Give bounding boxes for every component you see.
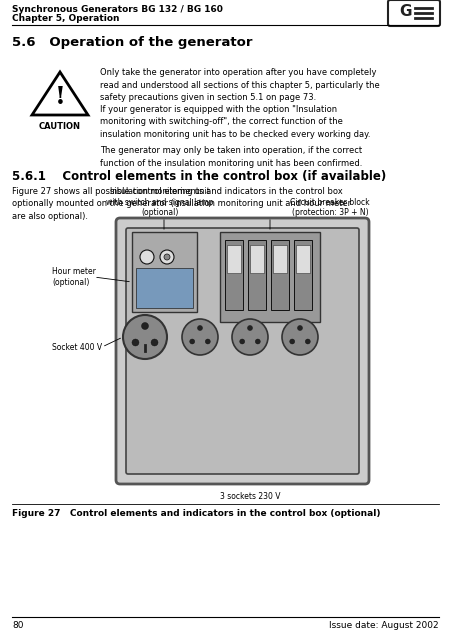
Circle shape	[142, 323, 148, 330]
Bar	[296, 245, 310, 273]
Text: Synchronous Generators BG 132 / BG 160: Synchronous Generators BG 132 / BG 160	[12, 5, 223, 14]
Text: The generator may only be taken into operation, if the correct
function of the i: The generator may only be taken into ope…	[100, 146, 362, 168]
Text: CAUTION: CAUTION	[39, 122, 81, 131]
Circle shape	[140, 250, 154, 264]
Circle shape	[160, 250, 174, 264]
Text: Hour meter
(optional): Hour meter (optional)	[52, 268, 96, 287]
Text: Figure 27 shows all possible control elements and indicators in the control box
: Figure 27 shows all possible control ele…	[12, 187, 351, 221]
FancyBboxPatch shape	[116, 218, 369, 484]
Text: 80: 80	[12, 621, 23, 630]
Bar	[132, 232, 197, 312]
Circle shape	[151, 339, 158, 346]
Circle shape	[290, 339, 295, 344]
Text: 3 sockets 230 V: 3 sockets 230 V	[220, 492, 280, 501]
Text: Issue date: August 2002: Issue date: August 2002	[329, 621, 439, 630]
FancyBboxPatch shape	[126, 228, 359, 474]
Circle shape	[298, 326, 303, 330]
Circle shape	[123, 315, 167, 359]
Text: Insulation monitoring unit
with switch and signal lamp
(optional): Insulation monitoring unit with switch a…	[106, 187, 214, 217]
Circle shape	[190, 339, 195, 344]
Circle shape	[232, 319, 268, 355]
Circle shape	[305, 339, 310, 344]
Bar	[136, 268, 193, 308]
Circle shape	[182, 319, 218, 355]
Text: If your generator is equipped with the option "Insulation
monitoring with switch: If your generator is equipped with the o…	[100, 105, 371, 139]
Circle shape	[132, 339, 139, 346]
Bar	[250, 245, 264, 273]
Bar	[294, 240, 312, 310]
Text: Only take the generator into operation after you have completely
read and unders: Only take the generator into operation a…	[100, 68, 380, 102]
Text: G: G	[400, 4, 412, 19]
Circle shape	[205, 339, 210, 344]
Text: 5.6.1    Control elements in the control box (if available): 5.6.1 Control elements in the control bo…	[12, 170, 386, 183]
Circle shape	[248, 326, 253, 330]
Text: 5.6   Operation of the generator: 5.6 Operation of the generator	[12, 36, 253, 49]
Circle shape	[255, 339, 260, 344]
Bar	[225, 240, 243, 310]
FancyBboxPatch shape	[388, 0, 440, 26]
Bar	[248, 240, 266, 310]
Text: Figure 27   Control elements and indicators in the control box (optional): Figure 27 Control elements and indicator…	[12, 509, 381, 518]
Circle shape	[282, 319, 318, 355]
Text: !: !	[55, 85, 65, 109]
Circle shape	[239, 339, 245, 344]
Circle shape	[164, 254, 170, 260]
Text: Chapter 5, Operation: Chapter 5, Operation	[12, 14, 120, 23]
Bar	[220, 232, 320, 322]
Bar	[273, 245, 287, 273]
Circle shape	[198, 326, 202, 330]
Text: Circuit breaker block
(protection: 3P + N): Circuit breaker block (protection: 3P + …	[290, 198, 370, 217]
Text: Socket 400 V: Socket 400 V	[52, 342, 102, 351]
Bar	[227, 245, 241, 273]
Bar	[271, 240, 289, 310]
